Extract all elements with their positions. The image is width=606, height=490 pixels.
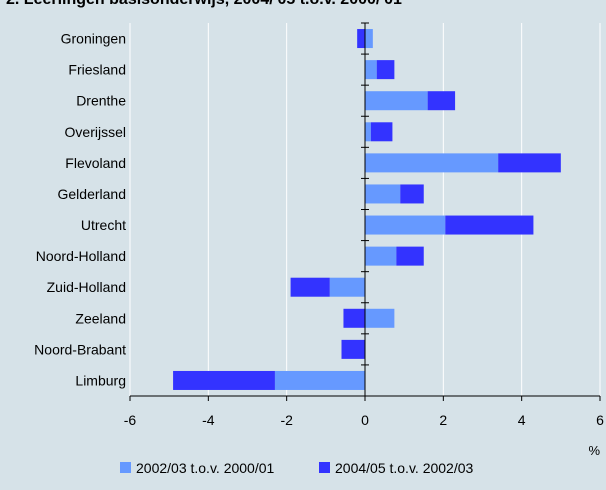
- x-tick-label: 4: [518, 412, 526, 428]
- bar-zuid-holland-series-1: [329, 277, 365, 297]
- legend-swatch-series-2: [319, 462, 330, 473]
- bar-gelderland-series-2: [400, 184, 424, 204]
- x-tick-label: 0: [361, 412, 369, 428]
- legend-label-series-1: 2002/03 t.o.v. 2000/01: [136, 460, 275, 476]
- x-tick-label: -6: [124, 412, 137, 428]
- bars: [173, 29, 561, 390]
- x-tick-label: -2: [280, 412, 293, 428]
- x-tick-label: 6: [596, 412, 604, 428]
- category-label: Gelderland: [58, 186, 127, 202]
- bar-overijssel-series-1: [365, 122, 371, 142]
- category-label: Zeeland: [75, 310, 126, 326]
- bar-utrecht-series-1: [365, 215, 446, 235]
- bar-zuid-holland-series-2: [290, 277, 330, 297]
- bar-groningen-series-1: [365, 29, 373, 49]
- bar-friesland-series-1: [365, 60, 377, 80]
- bar-flevoland-series-1: [365, 153, 499, 173]
- bar-noord-brabant-series-2: [341, 339, 365, 359]
- x-tick-label: -4: [202, 412, 215, 428]
- bar-drenthe-series-1: [365, 91, 428, 111]
- bar-gelderland-series-1: [365, 184, 401, 204]
- category-label: Flevoland: [65, 155, 126, 171]
- bar-utrecht-series-2: [445, 215, 534, 235]
- tick-labels: -6 -4 -2 0 2 4 6: [124, 412, 604, 428]
- category-label: Friesland: [68, 62, 126, 78]
- bar-groningen-series-2: [357, 29, 365, 49]
- gridlines: [129, 23, 601, 396]
- category-label: Noord-Holland: [36, 248, 126, 264]
- category-label: Groningen: [61, 31, 126, 47]
- category-label: Zuid-Holland: [47, 279, 126, 295]
- bar-limburg-series-2: [173, 370, 275, 390]
- bar-noord-holland-series-1: [365, 246, 397, 266]
- category-label: Drenthe: [76, 93, 126, 109]
- bar-overijssel-series-2: [370, 122, 393, 142]
- bar-friesland-series-2: [376, 60, 395, 80]
- bar-drenthe-series-2: [427, 91, 456, 111]
- category-label: Utrecht: [81, 217, 126, 233]
- bar-limburg-series-1: [274, 370, 365, 390]
- legend-swatch-series-1: [120, 462, 131, 473]
- x-tick-label: 2: [439, 412, 447, 428]
- category-labels: Groningen Friesland Drenthe Overijssel Flevo…: [34, 31, 126, 389]
- x-unit-label: %: [588, 443, 600, 458]
- category-label: Overijssel: [65, 124, 126, 140]
- axes: [129, 22, 601, 401]
- chart-title: 2. Leerlingen basisonderwijs, 2004/'05 t…: [6, 0, 402, 9]
- category-label: Noord-Brabant: [34, 341, 126, 357]
- category-label: Limburg: [75, 372, 126, 388]
- bar-zeeland-series-2: [343, 308, 365, 328]
- legend-label-series-2: 2004/05 t.o.v. 2002/03: [335, 460, 474, 476]
- bar-noord-holland-series-2: [396, 246, 424, 266]
- legend: 2002/03 t.o.v. 2000/01 2004/05 t.o.v. 20…: [120, 460, 474, 476]
- bar-zeeland-series-1: [365, 308, 395, 328]
- bar-flevoland-series-2: [498, 153, 561, 173]
